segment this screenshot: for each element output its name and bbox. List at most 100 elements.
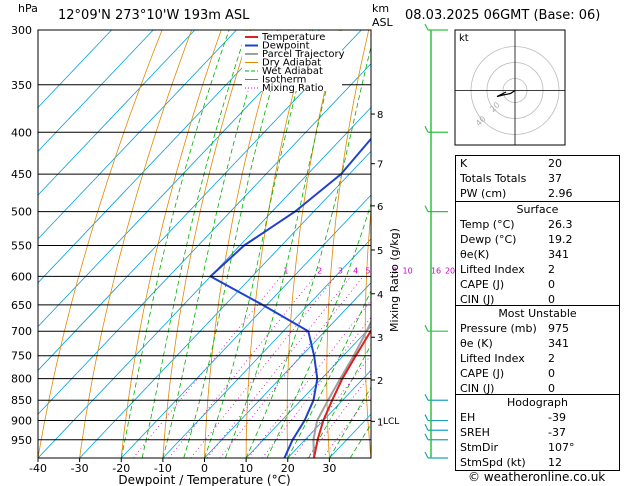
isotherm-line (287, 369, 371, 458)
indices-table: K 20 Totals Totals 37 PW (cm) 2.96 (455, 155, 620, 202)
isotherm-line (79, 150, 371, 458)
pressure-tick-label: 600 (11, 270, 32, 283)
wind-barb-flag (424, 451, 429, 459)
isotherm-line (38, 30, 321, 328)
legend-entry: Mixing Ratio (262, 83, 324, 94)
dry-adiabat-line (402, 30, 427, 458)
temperature-line (313, 328, 371, 458)
dry-adiabat-line (79, 30, 192, 458)
legend-entry: Dry Adiabat (262, 58, 321, 69)
surface-row: θe(K) 341 (460, 248, 569, 261)
surface-row: Temp (°C) 26.3 (460, 218, 573, 231)
temp-tick-label: 10 (239, 462, 253, 475)
isotherm-line (120, 194, 371, 458)
wet-adiabat-line (329, 386, 371, 458)
legend-entry: Isotherm (262, 75, 306, 86)
surface-row: Lifted Index 2 (460, 263, 555, 276)
wet-adiabat-line (162, 30, 268, 458)
legend-entry: Wet Adiabat (262, 66, 323, 77)
pressure-tick-label: 350 (11, 79, 32, 92)
mixing-ratio-label: 16 (431, 266, 441, 275)
mixing-ratio-label: 5 (365, 266, 370, 275)
km-axis-title: km (372, 2, 390, 15)
hodo-row: SREH -37 (460, 426, 566, 439)
copyright-footer[interactable]: © weatheronline.co.uk (468, 470, 606, 484)
km-tick-label: 5 (377, 246, 383, 257)
km-tick-label: 3 (377, 333, 383, 344)
temp-tick-label: 30 (322, 462, 336, 475)
km-tick-label: 1 (377, 417, 383, 428)
wind-barb-flag (424, 433, 429, 441)
mixing-ratio-axis-title: Mixing Ratio (g/kg) (388, 228, 401, 332)
wind-barb-flag (424, 125, 429, 133)
lcl-label: LCL (383, 417, 399, 427)
isotherm-line (162, 238, 371, 458)
wind-barb-flag (424, 205, 429, 212)
hodograph-kt-label: kt (459, 33, 469, 44)
isotherm-line (204, 282, 371, 458)
pressure-tick-label: 950 (11, 434, 32, 447)
pressure-tick-label: 850 (11, 394, 32, 407)
pressure-tick-label: 400 (11, 126, 32, 139)
temp-tick-label: -40 (29, 462, 47, 475)
hodograph-frame (454, 29, 566, 146)
location-title: 12°09'N 273°10'W 193m ASL (58, 8, 250, 23)
legend-entry: Temperature (261, 32, 325, 43)
isotherm-line (38, 106, 371, 458)
dry-adiabat-line (204, 30, 281, 458)
isotherm-line (38, 30, 237, 240)
hodo-row: StmSpd (kt) 12 (460, 456, 562, 469)
wet-adiabat-line (266, 202, 371, 458)
temp-tick-label: 20 (281, 462, 295, 475)
pressure-tick-label: 550 (11, 239, 32, 252)
wind-barb (424, 424, 448, 431)
isotherm-line (38, 30, 154, 152)
mixing-ratio-label: 4 (353, 266, 358, 275)
isotherm-line (38, 63, 371, 415)
pressure-tick-label: 700 (11, 325, 32, 338)
wet-adiabat-line (308, 344, 371, 458)
km-tick-label: 8 (377, 110, 383, 121)
wind-barb-flag (424, 424, 429, 431)
parcel-trajectory-line (312, 319, 371, 458)
wind-barb-flag (424, 23, 429, 31)
hodograph-trace (496, 90, 516, 98)
mu-row: CAPE (J) 0 (460, 367, 555, 380)
mixing-ratio-label: 3 (338, 266, 343, 275)
pressure-tick-label: 800 (11, 373, 32, 386)
x-axis-title: Dewpoint / Temperature (°C) (118, 473, 290, 486)
hpa-axis-title: hPa (18, 2, 38, 15)
dry-adiabat-line (120, 30, 222, 458)
mixing-ratio-label: 10 (402, 266, 412, 275)
wind-barb (424, 205, 448, 213)
pressure-tick-label: 750 (11, 350, 32, 363)
pressure-tick-label: 300 (11, 24, 32, 37)
index-row-pw: PW (cm) 2.96 (460, 187, 573, 200)
surface-row: CIN (J) 0 (460, 293, 555, 306)
mu-row: Pressure (mb) 975 (460, 322, 569, 335)
pressure-tick-label: 900 (11, 415, 32, 428)
pressure-tick-label: 500 (11, 206, 32, 219)
km-tick-label: 7 (377, 160, 383, 171)
wind-barb (424, 23, 448, 31)
wind-barb (424, 414, 448, 422)
legend-entry: Parcel Trajectory (262, 49, 345, 60)
wet-adiabat-line (204, 30, 314, 458)
index-row-tt: Totals Totals 37 (460, 172, 562, 185)
isotherm-line (245, 325, 371, 458)
temp-tick-label: -20 (112, 462, 130, 475)
temp-tick-label: -10 (154, 462, 172, 475)
wind-barb-flag (424, 414, 429, 421)
wind-barb (424, 433, 448, 441)
mixing-ratio-line (168, 276, 316, 458)
wind-barb (424, 125, 448, 133)
wind-barb-flag (424, 393, 429, 401)
mixing-ratio-label: 1 (283, 266, 288, 275)
asl-axis-title: ASL (372, 16, 393, 29)
mixing-ratio-label: 2 (317, 266, 322, 275)
mixing-ratio-label: 8 (392, 266, 397, 275)
km-tick-label: 2 (377, 376, 383, 387)
isotherm-line (38, 30, 112, 109)
km-tick-label: 6 (377, 202, 383, 213)
